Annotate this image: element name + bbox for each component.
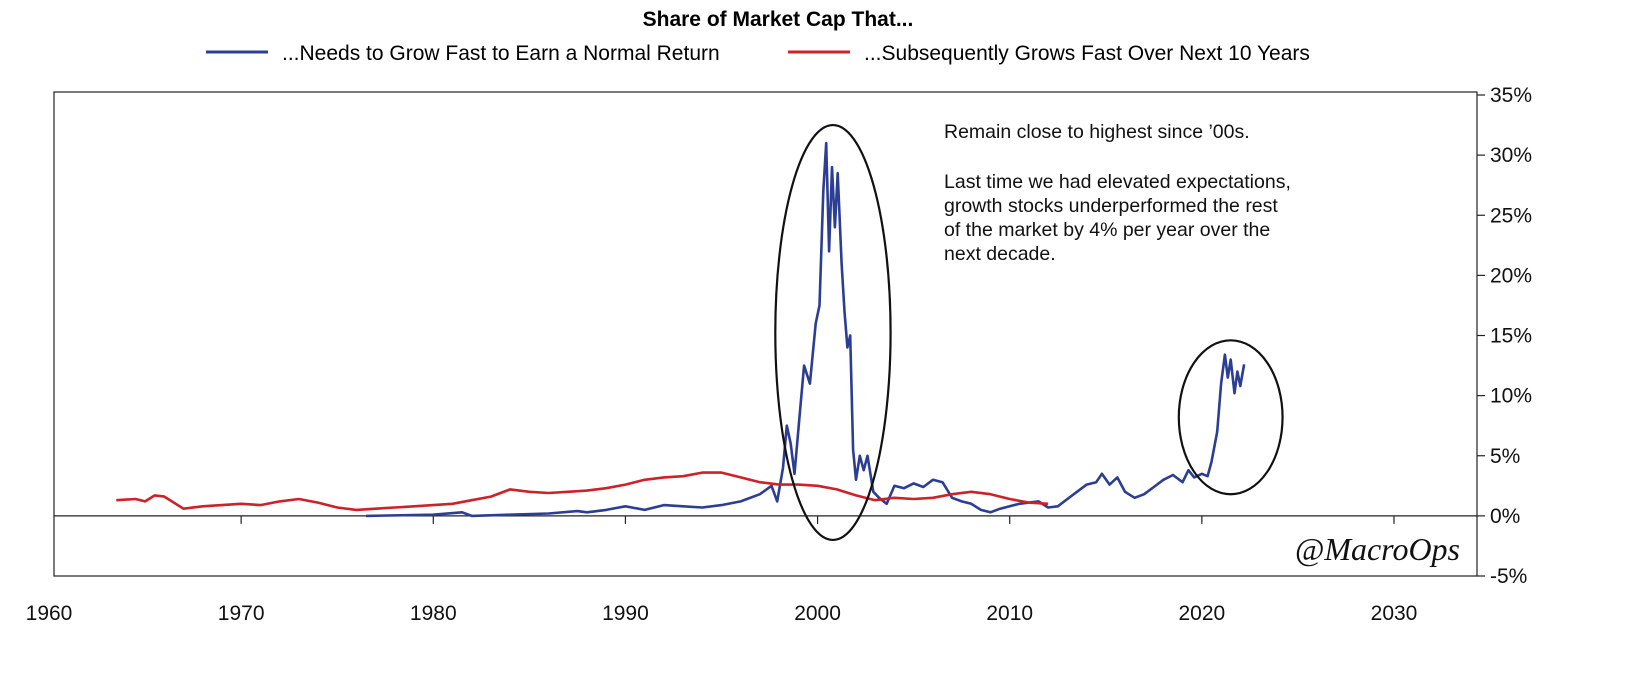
legend-label-needs-to-grow: ...Needs to Grow Fast to Earn a Normal R… — [282, 42, 720, 65]
annotation: Remain close to highest since ’00s. Last… — [944, 121, 1291, 265]
y-tick-label: -5% — [1490, 565, 1527, 588]
annotation-line-2: Last time we had elevated expectations, — [944, 171, 1291, 193]
watermark: @MacroOps — [1295, 531, 1460, 567]
annotation-line-3: growth stocks underperformed the rest — [944, 195, 1278, 217]
y-tick-label: 30% — [1490, 144, 1532, 167]
y-tick-label: 5% — [1490, 445, 1520, 468]
legend: ...Needs to Grow Fast to Earn a Normal R… — [206, 42, 1310, 65]
x-tick-label: 2030 — [1371, 602, 1418, 625]
x-tick-label: 1960 — [26, 602, 73, 625]
annotation-line-1: Remain close to highest since ’00s. — [944, 121, 1250, 143]
x-tick-label: 1990 — [602, 602, 649, 625]
annotation-line-4: of the market by 4% per year over the — [944, 219, 1270, 241]
x-tick-label: 2000 — [794, 602, 841, 625]
annotation-line-5: next decade. — [944, 243, 1056, 265]
series-layer — [116, 141, 1246, 518]
chart-title: Share of Market Cap That... — [643, 8, 914, 31]
series-line-grows-fast — [116, 471, 1049, 512]
y-tick-label: 15% — [1490, 325, 1532, 348]
x-tick-label: 1980 — [410, 602, 457, 625]
series-line-needs-to-grow — [365, 141, 1246, 518]
x-tick-label: 2010 — [986, 602, 1033, 625]
y-tick-label: 0% — [1490, 505, 1520, 528]
axes: 1960 1970 1980 1990 2000 2010 2020 2030 35% 30% 25… — [26, 84, 1532, 625]
x-tick-label: 2020 — [1178, 602, 1225, 625]
y-tick-label: 35% — [1490, 84, 1532, 107]
y-tick-label: 25% — [1490, 204, 1532, 227]
highlight-ellipse-1 — [774, 123, 892, 542]
plot-frame — [53, 91, 1478, 577]
highlight-ellipses — [774, 123, 1284, 542]
x-tick-label: 1970 — [218, 602, 265, 625]
y-tick-label: 20% — [1490, 264, 1532, 287]
highlight-ellipse-2 — [1177, 339, 1284, 496]
legend-label-grows-fast: ...Subsequently Grows Fast Over Next 10 … — [864, 42, 1310, 65]
y-tick-label: 10% — [1490, 385, 1532, 408]
